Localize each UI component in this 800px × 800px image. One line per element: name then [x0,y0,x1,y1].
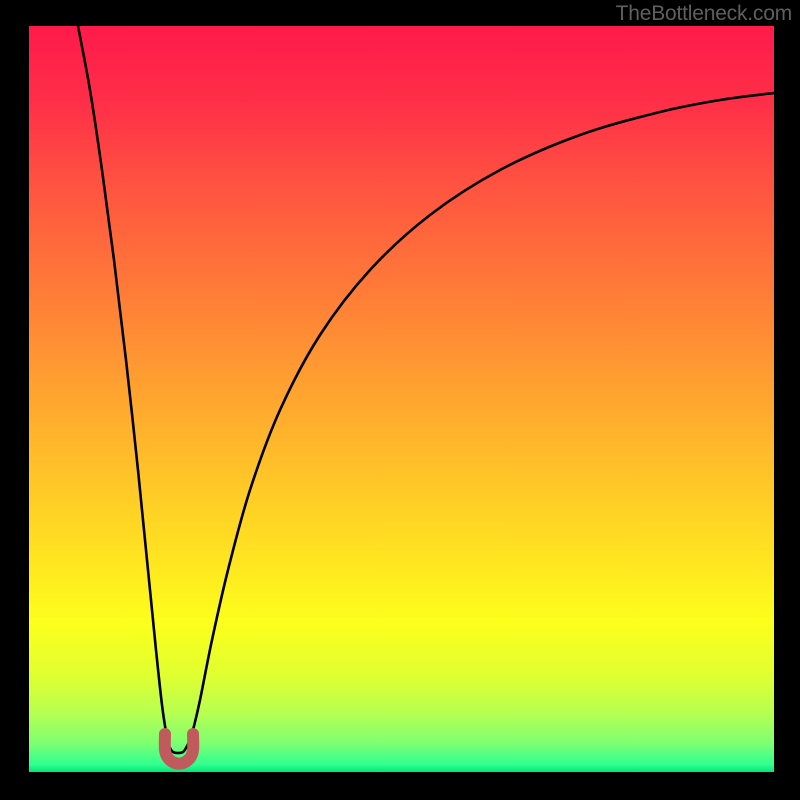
bottleneck-chart [0,0,800,800]
chart-container: TheBottleneck.com [0,0,800,800]
watermark-text: TheBottleneck.com [616,2,792,26]
plot-area [29,26,774,772]
